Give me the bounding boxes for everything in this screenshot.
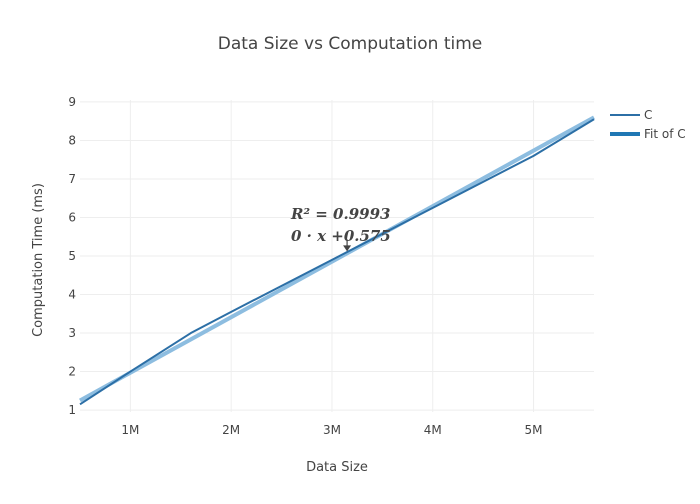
y-axis-title: Computation Time (ms)	[31, 183, 46, 337]
y-tick-label: 7	[68, 172, 76, 186]
y-tick-label: 3	[68, 326, 76, 340]
y-tick-label: 4	[68, 288, 76, 302]
legend-item[interactable]: Fit of C	[610, 127, 686, 141]
gridlines	[80, 100, 594, 412]
legend-label: Fit of C	[644, 127, 686, 141]
y-axis-ticks: 1 2 3 4 5 6 7 8 9	[68, 95, 76, 417]
series-line-fit-of-c[interactable]	[79, 115, 595, 403]
x-axis-title: Data Size	[306, 460, 368, 475]
x-tick-label: 4M	[424, 423, 442, 437]
y-tick-label: 8	[68, 133, 76, 147]
annotation-r-squared: R² = 0.9993	[290, 205, 390, 223]
y-tick-label: 9	[68, 95, 76, 109]
x-tick-label: 2M	[222, 423, 240, 437]
annotation-group: R² = 0.9993 0 · x +0.575	[290, 205, 391, 252]
y-tick-label: 2	[68, 365, 76, 379]
plot-area	[79, 115, 595, 406]
x-tick-label: 3M	[323, 423, 341, 437]
y-tick-label: 6	[68, 210, 76, 224]
chart-title: Data Size vs Computation time	[218, 34, 482, 54]
annotation-arrow-head	[343, 245, 352, 252]
y-tick-label: 1	[68, 403, 76, 417]
x-axis-ticks: 1M 2M 3M 4M 5M	[121, 423, 542, 437]
x-tick-label: 5M	[525, 423, 543, 437]
series-line-c[interactable]	[79, 118, 595, 406]
y-tick-label: 5	[68, 249, 76, 263]
legend[interactable]: C Fit of C	[610, 108, 686, 141]
legend-label: C	[644, 108, 652, 122]
x-tick-label: 1M	[121, 423, 139, 437]
legend-item[interactable]: C	[610, 108, 652, 122]
annotation-equation: 0 · x +0.575	[291, 227, 391, 245]
